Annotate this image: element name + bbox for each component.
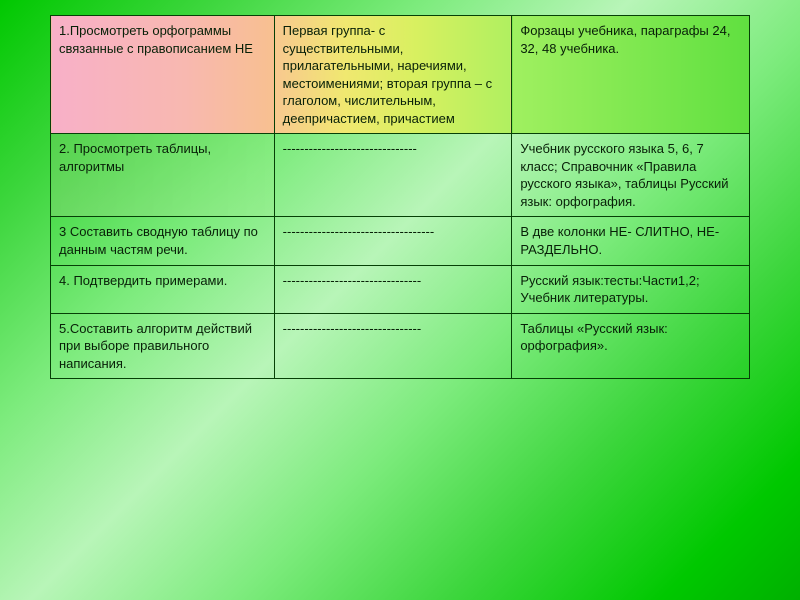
cell-source: Форзацы учебника, параграфы 24, 32, 48 у…	[512, 16, 750, 134]
cell-step: 4. Подтвердить примерами.	[51, 265, 275, 313]
cell-detail: -----------------------------------	[274, 217, 512, 265]
table-row: 4. Подтвердить примерами. --------------…	[51, 265, 750, 313]
table-row: 3 Составить сводную таблицу по данным ча…	[51, 217, 750, 265]
cell-step: 3 Составить сводную таблицу по данным ча…	[51, 217, 275, 265]
cell-source: В две колонки НЕ- СЛИТНО, НЕ- РАЗДЕЛЬНО.	[512, 217, 750, 265]
cell-step: 2. Просмотреть таблицы, алгоритмы	[51, 134, 275, 217]
cell-detail: -------------------------------	[274, 134, 512, 217]
cell-source: Русский язык:тесты:Части1,2; Учебник лит…	[512, 265, 750, 313]
content-table-wrap: 1.Просмотреть орфограммы связанные с пра…	[50, 15, 750, 379]
cell-step: 5.Составить алгоритм действий при выборе…	[51, 313, 275, 379]
cell-detail: --------------------------------	[274, 313, 512, 379]
content-table: 1.Просмотреть орфограммы связанные с пра…	[50, 15, 750, 379]
cell-detail: Первая группа- с существительными, прила…	[274, 16, 512, 134]
cell-detail: --------------------------------	[274, 265, 512, 313]
cell-step: 1.Просмотреть орфограммы связанные с пра…	[51, 16, 275, 134]
table-row: 1.Просмотреть орфограммы связанные с пра…	[51, 16, 750, 134]
cell-source: Таблицы «Русский язык: орфография».	[512, 313, 750, 379]
table-row: 5.Составить алгоритм действий при выборе…	[51, 313, 750, 379]
cell-source: Учебник русского языка 5, 6, 7 класс; Сп…	[512, 134, 750, 217]
table-row: 2. Просмотреть таблицы, алгоритмы ------…	[51, 134, 750, 217]
